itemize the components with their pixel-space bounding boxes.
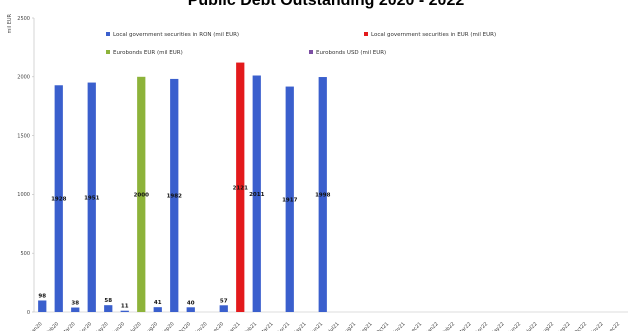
bar xyxy=(121,311,129,312)
x-tick-label: Nov22 xyxy=(589,321,605,331)
data-label: 38 xyxy=(71,301,79,307)
x-tick-label: May21 xyxy=(292,321,308,331)
y-tick-label: 0 xyxy=(27,310,30,316)
x-tick-label: Apr22 xyxy=(474,321,489,331)
x-tick-label: Nov20 xyxy=(193,321,209,331)
data-label: 58 xyxy=(104,298,112,304)
bar xyxy=(187,307,195,312)
data-label: 2000 xyxy=(134,192,149,198)
legend: Local government securities in RON (mil … xyxy=(106,32,496,56)
bar xyxy=(154,307,162,312)
x-tick-label: May20 xyxy=(94,321,110,331)
y-tick-label: 500 xyxy=(20,251,30,257)
chart-title: Public Debt Outstanding 2020 - 2022 xyxy=(188,0,465,9)
x-tick-label: Apr20 xyxy=(78,321,93,331)
data-label: 2121 xyxy=(233,185,248,191)
x-tick-label: Dec22 xyxy=(606,321,622,331)
x-tick-label: Jul22 xyxy=(525,321,539,331)
y-tick-label: 1000 xyxy=(17,192,30,198)
x-tick-label: Oct20 xyxy=(177,321,192,331)
x-axis: Jan20 Feb20 Mar20 Apr20 May20 Jun20 Jul20 Aug20… xyxy=(29,312,628,331)
y-axis-label: mil EUR xyxy=(7,13,13,33)
bar xyxy=(104,305,112,312)
x-tick-label: Aug20 xyxy=(144,321,160,331)
data-label: 40 xyxy=(187,300,195,306)
x-tick-label: Jun21 xyxy=(309,321,324,331)
legend-label: Local government securities in EUR (mil … xyxy=(371,32,496,38)
bar xyxy=(38,300,46,312)
x-tick-label: Apr21 xyxy=(276,321,291,331)
x-tick-label: Jun20 xyxy=(111,321,126,331)
x-tick-label: Jun22 xyxy=(507,321,522,331)
x-tick-label: Sep20 xyxy=(160,321,175,331)
x-tick-label: Feb20 xyxy=(45,321,60,331)
x-tick-label: Jan21 xyxy=(227,321,242,331)
x-tick-label: Oct21 xyxy=(375,321,390,331)
data-label: 57 xyxy=(220,298,228,304)
x-tick-label: Feb22 xyxy=(441,321,456,331)
legend-swatch xyxy=(309,50,313,54)
data-label: 1928 xyxy=(51,197,66,203)
x-tick-label: Feb21 xyxy=(243,321,258,331)
x-tick-label: Dec21 xyxy=(408,321,424,331)
x-tick-label: Sep22 xyxy=(556,321,571,331)
x-tick-label: Mar20 xyxy=(61,321,76,331)
bars xyxy=(38,63,327,312)
y-tick-label: 2500 xyxy=(17,16,30,22)
data-label: 1982 xyxy=(167,193,182,199)
legend-swatch xyxy=(106,32,110,36)
data-label: 1998 xyxy=(315,193,330,199)
legend-swatch xyxy=(106,50,110,54)
legend-label: Eurobonds EUR (mil EUR) xyxy=(113,50,183,56)
y-tick-label: 2000 xyxy=(17,75,30,81)
x-tick-label: Oct22 xyxy=(573,321,588,331)
data-label: 41 xyxy=(154,300,162,306)
x-tick-label: Mar21 xyxy=(259,321,274,331)
x-tick-label: Jan22 xyxy=(425,321,440,331)
data-label: 98 xyxy=(38,293,46,299)
x-tick-label: May22 xyxy=(490,321,506,331)
data-label: 2011 xyxy=(249,192,264,198)
y-tick-label: 1500 xyxy=(17,133,30,139)
data-label: 1951 xyxy=(84,195,99,201)
bar xyxy=(71,308,79,312)
x-tick-label: Sep21 xyxy=(358,321,373,331)
legend-swatch xyxy=(364,32,368,36)
x-tick-label: Aug22 xyxy=(540,321,556,331)
x-tick-label: Nov21 xyxy=(391,321,407,331)
x-tick-label: Mar22 xyxy=(457,321,472,331)
x-tick-label: Dec20 xyxy=(210,321,226,331)
x-tick-label: Jan20 xyxy=(29,321,44,331)
x-tick-label: Jul20 xyxy=(129,321,143,331)
bar xyxy=(220,305,228,312)
data-label: 1917 xyxy=(282,197,297,203)
x-tick-label: Aug21 xyxy=(342,321,358,331)
legend-label: Local government securities in RON (mil … xyxy=(113,32,239,38)
legend-label: Eurobonds USD (mil EUR) xyxy=(316,50,386,56)
y-axis: 0 500 1000 1500 2000 2500 xyxy=(17,16,34,316)
x-tick-label: Jul21 xyxy=(327,321,341,331)
data-label: 11 xyxy=(121,304,129,310)
